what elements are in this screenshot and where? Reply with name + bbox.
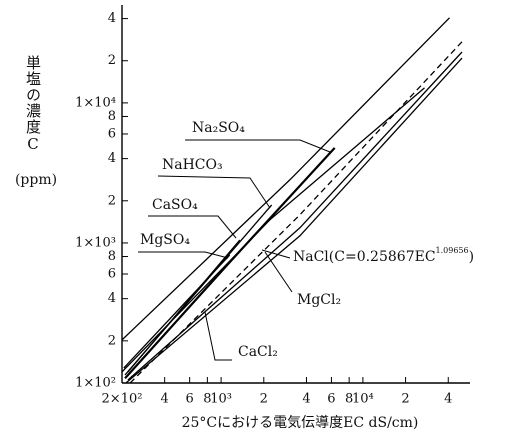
series-line — [123, 254, 231, 369]
series-label: MgCl₂ — [297, 292, 341, 308]
leader-line — [157, 175, 271, 209]
y-tick-label: 2 — [108, 333, 116, 348]
x-tick-label: 10³ — [210, 392, 232, 407]
series-name: NaHCO₃ — [162, 157, 223, 173]
series-label: NaHCO₃ — [162, 157, 223, 173]
y-axis-title: 単塩の濃度C — [24, 55, 42, 154]
series-line — [127, 239, 241, 373]
x-tick-label: 2 — [401, 392, 409, 407]
leader-line — [148, 215, 237, 239]
x-tick-label: 6 — [327, 392, 335, 407]
formula-end: ) — [469, 249, 474, 265]
series-line — [124, 147, 336, 380]
x-tick-label: 4 — [161, 392, 169, 407]
x-tick-label: 2 — [260, 392, 268, 407]
leader-line — [138, 251, 229, 259]
series-label: CaSO₄ — [152, 197, 198, 213]
series-name: Na₂SO₄ — [192, 120, 245, 136]
x-tick-label: 4 — [302, 392, 310, 407]
formula: (C=0.25867EC — [329, 249, 436, 265]
x-tick-label: 8 — [345, 392, 353, 407]
y-tick-label: 1×10³ — [75, 235, 116, 250]
series-line — [121, 87, 425, 373]
x-axis-title: 25°Cにおける電気伝導度EC dS/cm) — [182, 415, 419, 431]
series-line — [121, 17, 450, 341]
series-label: CaCl₂ — [238, 344, 278, 360]
series-name: CaSO₄ — [152, 197, 198, 213]
leader-line — [264, 251, 293, 293]
y-tick-label: 6 — [108, 126, 116, 141]
x-tick-label: 4 — [444, 392, 452, 407]
y-tick-label: 8 — [108, 109, 116, 124]
x-tick-label: 10⁴ — [352, 392, 374, 407]
y-tick-label: 4 — [108, 151, 116, 166]
series-label: NaCl(C=0.25867EC1.09656) — [293, 246, 474, 265]
series-name: NaCl — [293, 249, 329, 265]
series-name: MgCl₂ — [297, 292, 341, 308]
series-line — [125, 57, 463, 384]
leader-line — [185, 139, 331, 153]
series-label: Na₂SO₄ — [192, 120, 245, 136]
y-tick-label: 1×10⁴ — [75, 95, 116, 110]
series-name: CaCl₂ — [238, 344, 278, 360]
formula-exponent: 1.09656 — [436, 246, 469, 255]
x-tick-label: 6 — [186, 392, 194, 407]
y-axis-unit: (ppm) — [15, 172, 57, 188]
series-name: MgSO₄ — [140, 232, 190, 248]
series-label: MgSO₄ — [140, 232, 190, 248]
y-tick-label: 2 — [108, 193, 116, 208]
leader-line — [261, 249, 291, 259]
y-tick-label: 4 — [108, 11, 116, 26]
series-line — [127, 51, 463, 381]
y-tick-label: 2 — [108, 53, 116, 68]
x-tick-label: 8 — [203, 392, 211, 407]
y-tick-label: 4 — [108, 291, 116, 306]
y-tick-label: 6 — [108, 267, 116, 282]
leader-line — [204, 311, 232, 361]
x-tick-label: 2×10² — [102, 392, 143, 407]
y-tick-label: 8 — [108, 249, 116, 264]
y-tick-label: 1×10² — [75, 376, 116, 391]
